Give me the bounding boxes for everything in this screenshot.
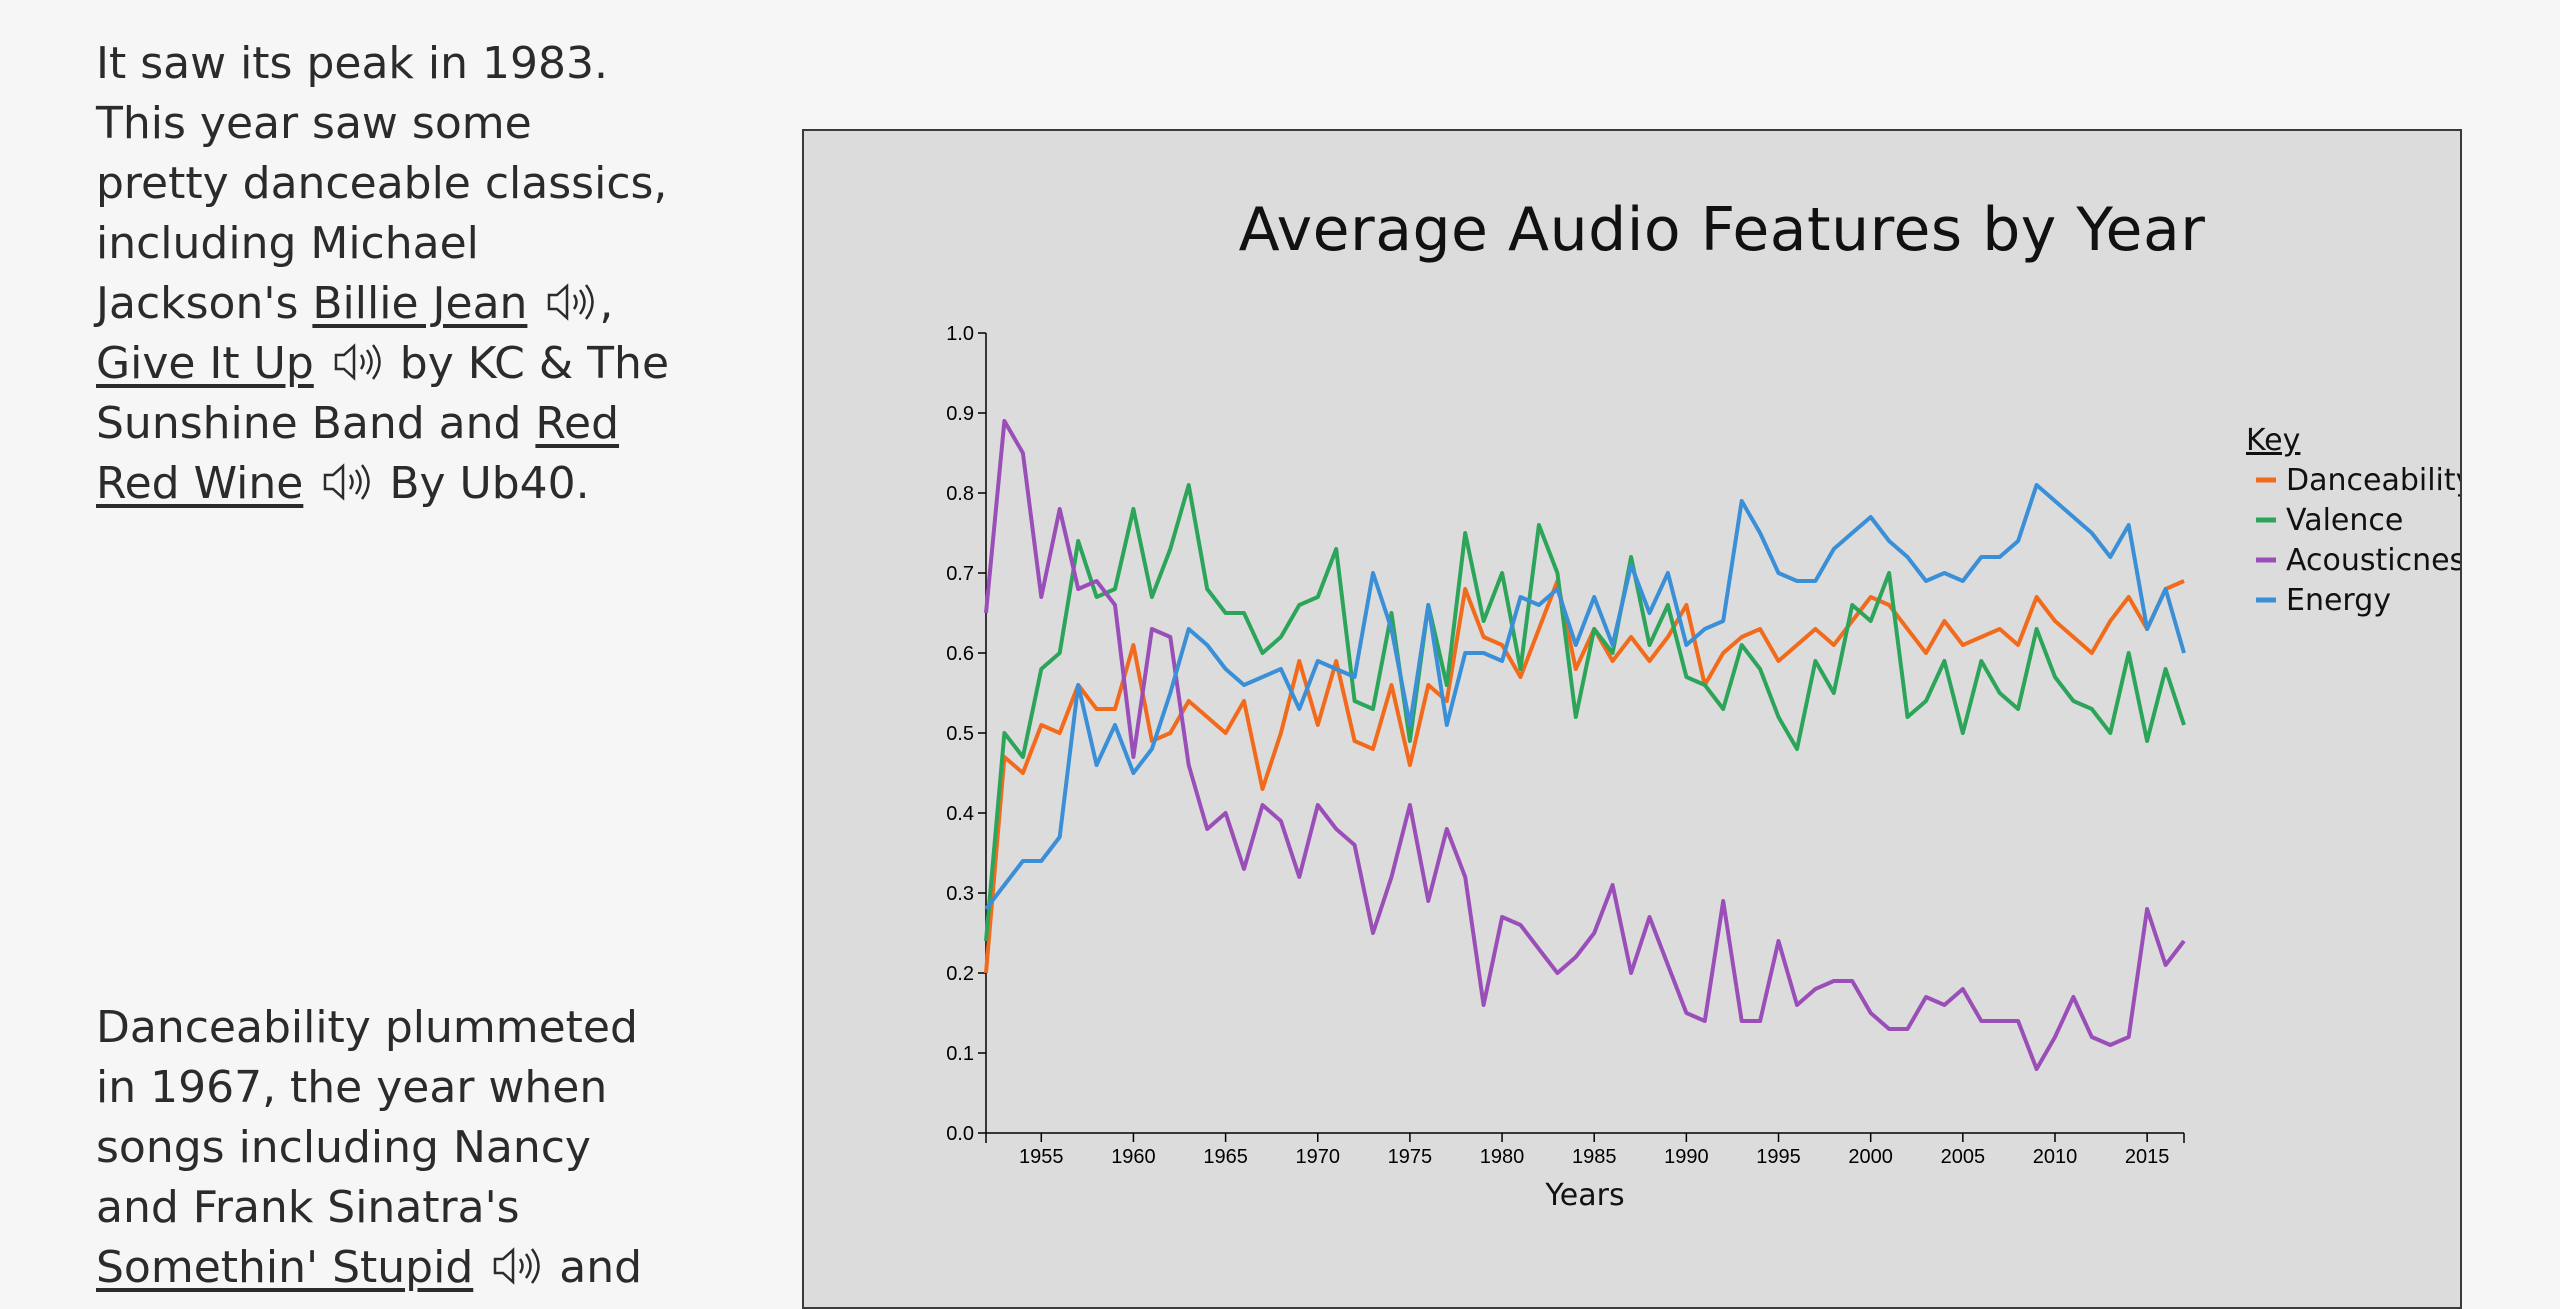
- song-link-give-it-up[interactable]: Give It Up: [96, 338, 314, 389]
- story-text-artist: by KC & The Sunshine Band and: [96, 338, 670, 449]
- series-line-valence: [984, 483, 2186, 942]
- speaker-icon[interactable]: [321, 460, 371, 504]
- line-chart: 0.00.10.20.30.40.50.60.70.80.91.0 1955 19…: [946, 323, 2460, 1213]
- song-link-billie-jean[interactable]: Billie Jean: [312, 278, 528, 329]
- speaker-icon[interactable]: [332, 340, 382, 384]
- story-separator: ,: [599, 278, 614, 329]
- legend-label: Danceability: [2286, 463, 2460, 498]
- legend-label: Acousticness: [2286, 543, 2460, 578]
- x-tick-label: 1965: [1203, 1146, 1248, 1168]
- y-axis: 0.0 0.1 0.2 0.3 0.4 0.5 0.6 0.7 0.8 0.9 1.0: [946, 323, 987, 1145]
- speaker-icon[interactable]: [491, 1244, 541, 1288]
- story-block-peak: It saw its peak in 1983. This year saw s…: [96, 34, 676, 514]
- chart-panel: Average Audio Features by Year 0.0 0.1 0.2…: [802, 129, 2462, 1309]
- y-tick-label: 0.4: [946, 803, 974, 825]
- x-tick-label: 1980: [1480, 1146, 1525, 1168]
- legend-label: Energy: [2286, 583, 2391, 618]
- story-text-artist: By Ub40.: [389, 458, 590, 509]
- story-text-intro: It saw its peak in 1983. This year saw s…: [96, 38, 668, 329]
- speaker-icon[interactable]: [545, 280, 595, 324]
- x-tick-label: 1975: [1388, 1146, 1433, 1168]
- x-tick-label: 1985: [1572, 1146, 1617, 1168]
- x-tick-label: 1970: [1296, 1146, 1341, 1168]
- x-tick-label: 1990: [1664, 1146, 1709, 1168]
- legend-label: Valence: [2286, 503, 2403, 538]
- legend-title: Key: [2246, 423, 2300, 458]
- y-tick-label: 0.2: [946, 963, 974, 985]
- x-tick-label: 2015: [2125, 1146, 2170, 1168]
- y-tick-label: 0.0: [946, 1123, 974, 1145]
- y-tick-label: 0.6: [946, 643, 974, 665]
- x-tick-label: 2005: [1941, 1146, 1986, 1168]
- x-tick-label: 2010: [2033, 1146, 2078, 1168]
- series-line-energy: [984, 483, 2186, 911]
- x-tick-label: 2000: [1848, 1146, 1893, 1168]
- story-text-intro: Danceability plummeted in 1967, the year…: [96, 1002, 638, 1233]
- song-link-somethin-stupid[interactable]: Somethin' Stupid: [96, 1242, 474, 1293]
- x-axis: 1955 1960 1965 1970 1975 1980 1985 1990 1995 2000…: [985, 1132, 2185, 1168]
- series-line-acousticness: [984, 419, 2186, 1071]
- story-block-plummet: Danceability plummeted in 1967, the year…: [96, 998, 676, 1298]
- y-tick-label: 0.3: [946, 883, 974, 905]
- x-tick-label: 1960: [1111, 1146, 1156, 1168]
- y-tick-label: 1.0: [946, 323, 974, 345]
- x-tick-label: 1955: [1019, 1146, 1064, 1168]
- legend: Key Danceability Valence Acousticness Energy: [2246, 423, 2460, 618]
- y-tick-label: 0.5: [946, 723, 974, 745]
- x-tick-label: 1995: [1756, 1146, 1801, 1168]
- series-line-danceability: [984, 579, 2185, 974]
- y-tick-label: 0.8: [946, 483, 974, 505]
- y-tick-label: 0.1: [946, 1043, 974, 1065]
- song-link-red-red-wine[interactable]: Red Red Wine: [96, 398, 620, 509]
- chart-title: Average Audio Features by Year: [1238, 195, 2206, 265]
- series-lines: [984, 419, 2186, 1071]
- y-tick-label: 0.9: [946, 403, 974, 425]
- y-tick-label: 0.7: [946, 563, 974, 585]
- x-axis-label: Years: [1544, 1178, 1624, 1213]
- story-text-tail: and: [559, 1242, 643, 1293]
